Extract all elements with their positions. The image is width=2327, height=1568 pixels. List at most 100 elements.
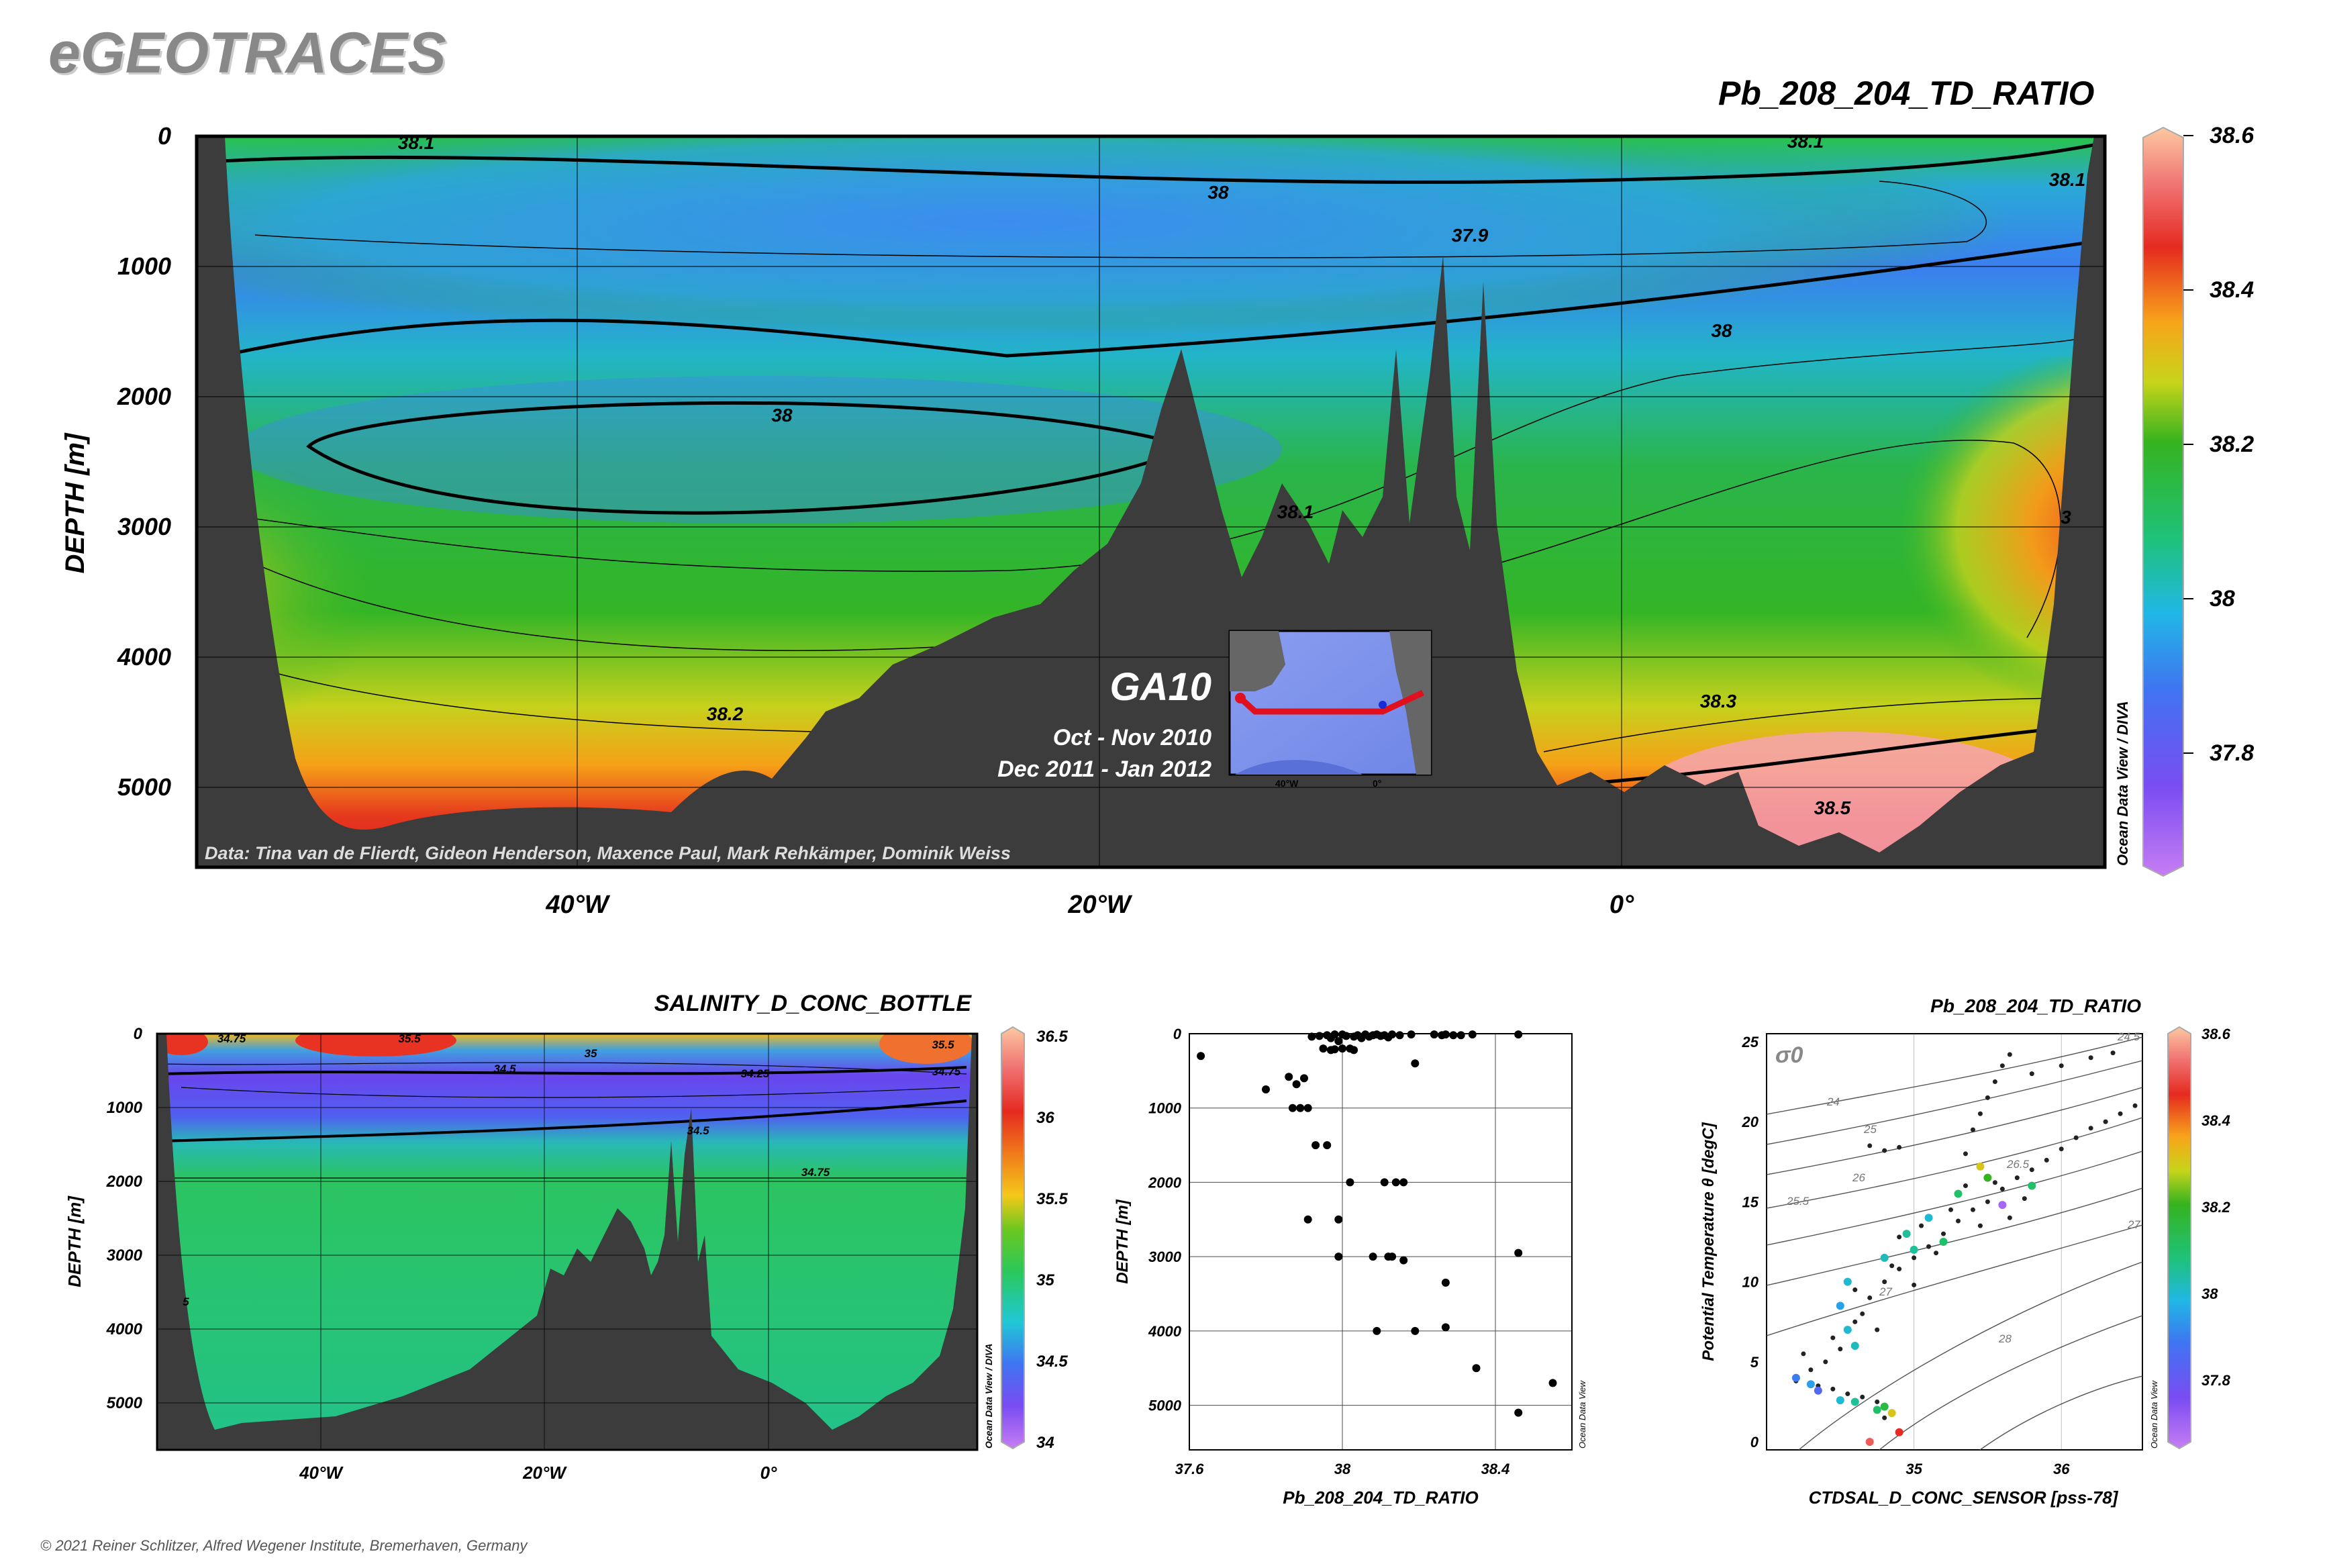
ts-y-label: Potential Temperature θ [degC]: [1699, 1122, 1718, 1361]
ts-y-tick: 15: [1742, 1193, 1759, 1210]
profile-point: [1411, 1326, 1420, 1335]
main-y-tick: 5000: [117, 773, 171, 801]
profile-y-label: DEPTH [m]: [1113, 1199, 1132, 1283]
profile-point: [1323, 1141, 1332, 1150]
profile-point: [1514, 1248, 1523, 1257]
ts-point: [1992, 1180, 1997, 1185]
profile-y-tick: 2000: [1148, 1174, 1182, 1191]
ts-colorbar-tick: 37.8: [2201, 1372, 2231, 1389]
ts-point: [1941, 1231, 1946, 1236]
contour-label: 38.5: [1814, 797, 1851, 818]
ts-point: [1860, 1394, 1865, 1400]
ts-point: [1875, 1327, 1880, 1332]
profile-point: [1330, 1030, 1339, 1039]
profile-point: [1292, 1080, 1301, 1089]
ts-colorbar-tick: 38: [2201, 1285, 2218, 1302]
contour-label: 34.75: [932, 1065, 961, 1078]
ts-x-label: CTDSAL_D_CONC_SENSOR [pss-78]: [1809, 1487, 2119, 1508]
isopycnal-label: 25: [1863, 1123, 1877, 1136]
main-odv-label: Ocean Data View / DIVA: [2114, 701, 2131, 866]
ts-point: [1912, 1255, 1917, 1261]
ts-point: [1852, 1287, 1858, 1293]
salinity-contour-labels: 34.75 35.5 35 34.5 34.25 34.5 34.75 35.5…: [183, 1032, 961, 1308]
sigma-label: σ0: [1775, 1042, 1803, 1068]
ts-point: [1919, 1223, 1924, 1228]
ts-point: [2029, 1071, 2034, 1077]
isopycnal-label: 26.5: [2006, 1158, 2030, 1171]
ts-y-tick: 0: [1750, 1434, 1759, 1451]
profile-y-tick: 0: [1173, 1026, 1182, 1042]
ts-point: [1977, 1111, 1983, 1116]
ts-point: [2110, 1050, 2116, 1056]
profile-point: [1307, 1032, 1316, 1041]
ts-point: [1999, 1063, 2005, 1069]
ts-point: [1912, 1282, 1917, 1287]
ts-point: [1882, 1415, 1887, 1420]
ts-point: [2103, 1119, 2108, 1124]
ts-point: [1867, 1295, 1873, 1300]
profile-point: [1514, 1030, 1523, 1039]
ts-point: [1934, 1251, 1939, 1256]
contour-label: 38.2: [707, 703, 744, 724]
profile-point: [1468, 1030, 1477, 1039]
profile-point: [1262, 1085, 1270, 1094]
sal-colorbar-tick: 36.5: [1036, 1028, 1068, 1046]
ts-point: [1860, 1311, 1865, 1316]
ts-colored-point: [1983, 1173, 1992, 1182]
sal-colorbar-tick: 35: [1036, 1271, 1054, 1289]
ts-colored-point: [1843, 1277, 1852, 1286]
main-y-ticks: 0 1000 2000 3000 4000 5000: [117, 122, 171, 801]
profile-x-tick: 38: [1334, 1461, 1351, 1477]
ts-odv-label: Ocean Data View: [2149, 1379, 2159, 1449]
ts-colored-point: [1880, 1402, 1889, 1411]
contour-label: 34.5: [687, 1124, 709, 1137]
profile-point: [1441, 1030, 1450, 1039]
main-y-label: DEPTH [m]: [60, 432, 90, 574]
ts-point: [1955, 1218, 1961, 1224]
profile-point: [1342, 1032, 1350, 1040]
profile-point: [1388, 1253, 1397, 1261]
contour-label: 38.3: [1700, 691, 1737, 712]
profile-point: [1373, 1326, 1381, 1335]
ts-point: [1970, 1207, 1975, 1212]
main-terrain: [197, 136, 2105, 867]
contour-label: 38.1: [1277, 501, 1314, 522]
ts-point: [2022, 1196, 2027, 1202]
ts-y-tick: 20: [1742, 1114, 1759, 1130]
profile-point: [1334, 1253, 1343, 1261]
inset-map: 40°W 0°: [1228, 630, 1432, 789]
contour-label: 38: [771, 405, 793, 426]
profile-point: [1441, 1278, 1450, 1287]
profile-y-tick: 3000: [1148, 1248, 1182, 1265]
ts-point: [1963, 1183, 1968, 1189]
contour-label: 38.1: [2049, 169, 2086, 190]
ts-colored-point: [1836, 1302, 1844, 1310]
ts-colored-point: [2028, 1181, 2036, 1190]
profile-point: [1380, 1178, 1389, 1187]
contour-label: 37.9: [1452, 225, 1489, 246]
salinity-terrain: [157, 1034, 977, 1450]
ts-point: [1875, 1399, 1880, 1404]
ts-point: [1838, 1346, 1843, 1352]
profile-point: [1319, 1044, 1328, 1053]
cruise-period-2: Dec 2011 - Jan 2012: [997, 756, 1211, 782]
ts-colored-point: [1998, 1201, 2007, 1210]
ts-colored-point: [1895, 1428, 1903, 1436]
contour-label: 38: [1711, 320, 1732, 341]
ts-x-tick: 35: [1905, 1461, 1922, 1477]
profile-point: [1548, 1379, 1557, 1387]
profile-point: [1411, 1059, 1420, 1068]
salinity-y-ticks: 0 1000 2000 3000 4000 5000: [106, 1025, 143, 1412]
profile-point: [1296, 1104, 1305, 1112]
ts-point: [1852, 1319, 1858, 1324]
ts-point: [2014, 1175, 2020, 1181]
cruise-period-1: Oct - Nov 2010: [1053, 725, 1211, 750]
sal-y-tick: 5000: [107, 1394, 143, 1412]
colorbar-tick: 38: [2210, 586, 2235, 611]
main-contour-labels: 38.1 38 37.9 38 38 38.1 38.2 38.3 38.1 3…: [398, 131, 2086, 818]
ts-colored-point: [1887, 1409, 1896, 1418]
contour-label: 34.5: [493, 1063, 516, 1075]
profile-point: [1514, 1408, 1523, 1417]
ts-colored-point: [1806, 1380, 1815, 1389]
ts-point: [1963, 1151, 1968, 1157]
